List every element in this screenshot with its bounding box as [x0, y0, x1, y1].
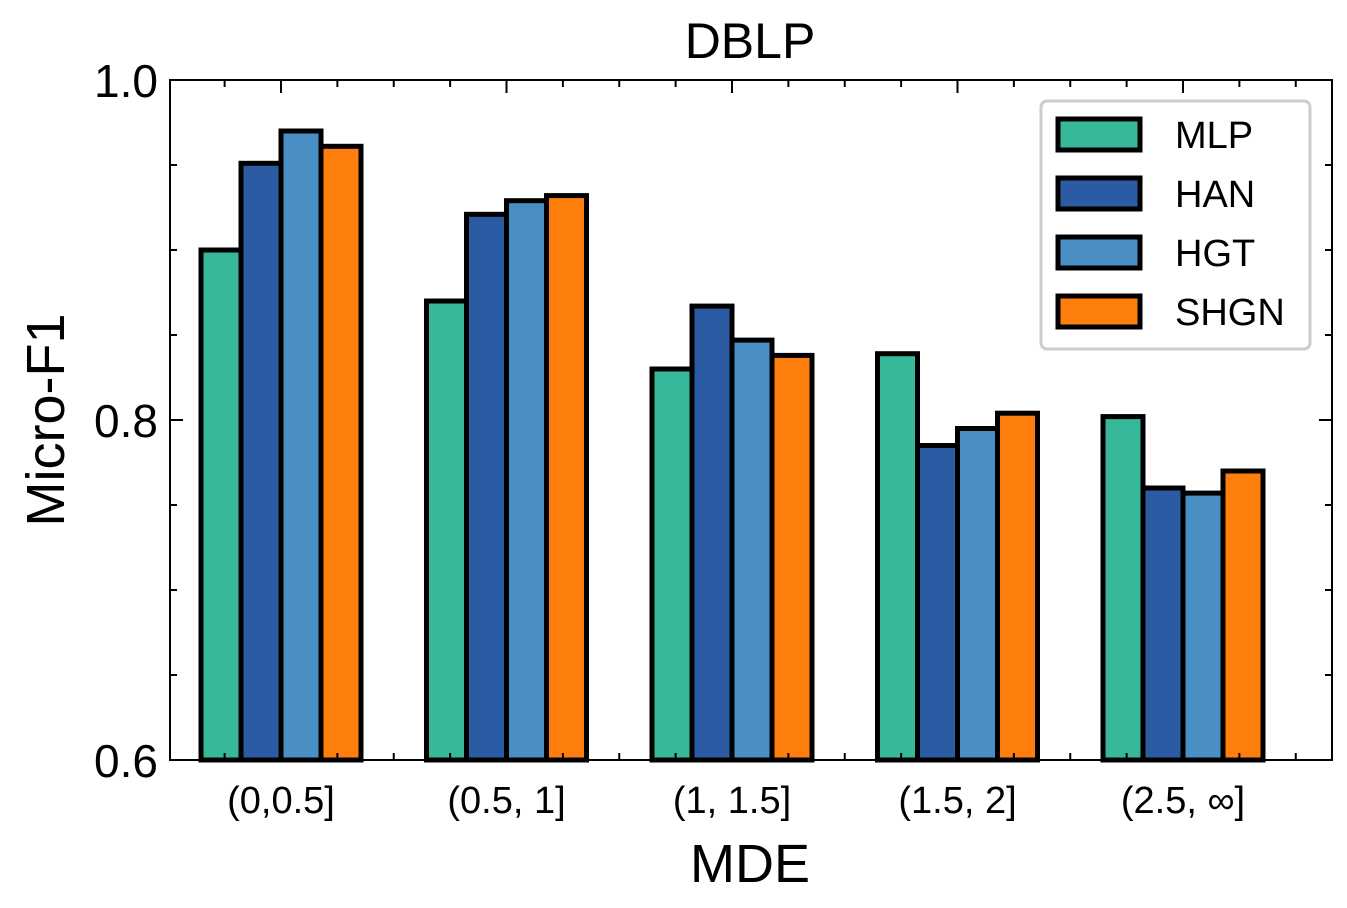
- legend-swatch-mlp: [1055, 116, 1143, 153]
- y-axis-label: Micro-F1: [16, 314, 76, 527]
- legend: MLP HAN HGT SHGN: [1039, 99, 1312, 351]
- bar-hgt-2: [729, 337, 775, 763]
- bar-hgt-3: [955, 426, 1000, 763]
- bar-shgn-0: [318, 143, 364, 763]
- bar-han-3: [915, 443, 960, 763]
- bar-mlp-4: [1100, 414, 1146, 763]
- legend-label-shgn: SHGN: [1175, 292, 1285, 334]
- y-tick-label: 1.0: [94, 55, 158, 107]
- bars-group: [198, 128, 1266, 763]
- legend-swatch-han: [1055, 175, 1143, 212]
- bar-hgt-4: [1180, 490, 1226, 763]
- x-axis-label: MDE: [690, 834, 810, 894]
- bar-shgn-4: [1220, 468, 1266, 763]
- x-tick-label: (2.5, ∞]: [1121, 780, 1245, 822]
- bar-mlp-1: [424, 298, 469, 763]
- legend-box: [1039, 99, 1312, 351]
- bar-mlp-3: [875, 351, 920, 763]
- x-tick-label: (1.5, 2]: [898, 780, 1016, 822]
- bar-han-0: [238, 160, 284, 763]
- bar-han-1: [464, 211, 509, 763]
- y-tick-label: 0.6: [94, 735, 158, 787]
- legend-label-mlp: MLP: [1175, 115, 1253, 157]
- x-tick-labels: (0,0.5] (0.5, 1] (1, 1.5] (1.5, 2] (2.5, ∞]: [227, 780, 1245, 822]
- chart-title: DBLP: [685, 13, 816, 69]
- bar-hgt-0: [278, 128, 324, 763]
- y-tick-labels: 0.6 0.8 1.0: [94, 55, 158, 787]
- legend-label-hgt: HGT: [1175, 233, 1255, 275]
- y-tick-label: 0.8: [94, 395, 158, 447]
- bar-shgn-3: [995, 410, 1040, 763]
- bar-shgn-2: [769, 352, 815, 763]
- x-tick-label: (0.5, 1]: [447, 780, 565, 822]
- legend-label-han: HAN: [1175, 174, 1255, 216]
- plot-frame: [169, 79, 1333, 761]
- bar-han-4: [1140, 485, 1186, 763]
- bar-hgt-1: [504, 198, 549, 763]
- legend-swatch-shgn: [1055, 293, 1143, 330]
- x-tick-label: (0,0.5]: [227, 780, 335, 822]
- bar-shgn-1: [544, 193, 589, 763]
- bar-mlp-0: [198, 247, 244, 763]
- legend-swatch-hgt: [1055, 234, 1143, 271]
- bar-han-2: [689, 303, 735, 763]
- bar-mlp-2: [649, 366, 695, 763]
- x-tick-label: (1, 1.5]: [673, 780, 791, 822]
